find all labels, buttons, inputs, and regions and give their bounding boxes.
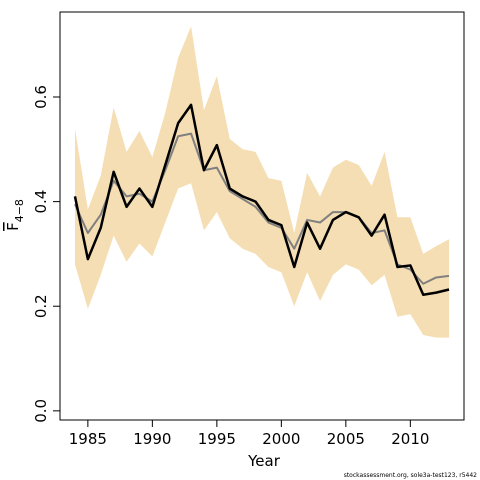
x-tick-label: 2000 (262, 430, 300, 448)
y-label-sub: 4−8 (13, 199, 26, 222)
x-tick-label: 2005 (327, 430, 365, 448)
series-line (74, 132, 450, 285)
y-tick-label: 0.2 (32, 294, 50, 318)
footer: stockassessment.org, sole3a-test123, r54… (344, 472, 477, 479)
x-tick-label: 2010 (391, 430, 429, 448)
y-tick-label: 0.4 (32, 190, 50, 214)
y-tick-label: 0.6 (32, 85, 50, 109)
x-tick-label: 1985 (69, 430, 107, 448)
y-tick-label: 0.0 (32, 399, 50, 423)
y-axis-label: F4−8 (4, 199, 26, 231)
x-tick-label: 1990 (133, 430, 171, 448)
x-axis-label: Year (247, 452, 281, 470)
y-label-text: F4−8 (4, 199, 26, 231)
y-label-main: F (4, 222, 22, 231)
series-line (73, 103, 450, 296)
confidence-band (74, 26, 450, 338)
x-tick-label: 1995 (198, 430, 236, 448)
